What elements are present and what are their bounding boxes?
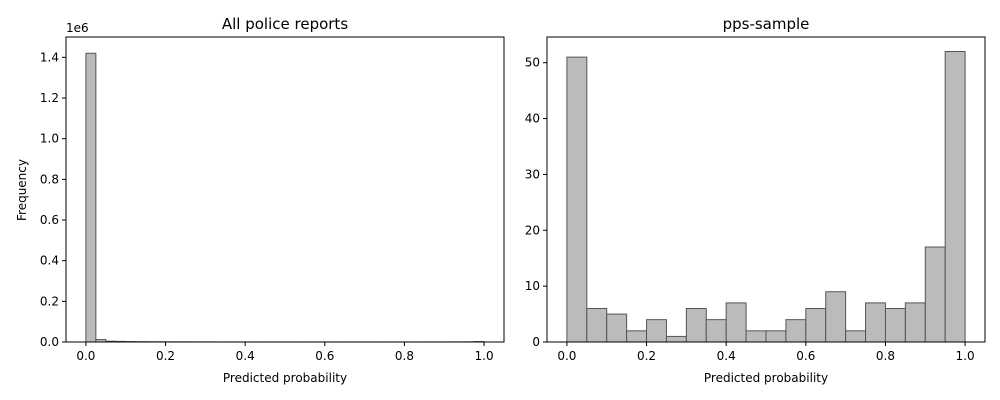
right-histogram-bar	[785, 319, 807, 343]
left-plot-frame	[65, 36, 505, 343]
right-bars	[566, 51, 966, 343]
left-x-axis-label: Predicted probability	[223, 371, 347, 385]
left-histogram-bar	[85, 52, 97, 343]
right-histogram-bar	[924, 246, 946, 343]
left-y-tick-label: 0.0	[40, 335, 59, 349]
left-y-tick-label: 0.6	[40, 213, 59, 227]
right-x-tick-label: 0.4	[717, 349, 736, 363]
right-histogram-bar	[745, 330, 767, 343]
right-histogram-bar	[586, 307, 608, 343]
left-y-axis-label: Frequency	[15, 159, 29, 221]
left-y-tick-label: 0.2	[40, 294, 59, 308]
left-x-tick-label: 0.8	[395, 349, 414, 363]
right-histogram-bar	[566, 56, 588, 343]
right-x-tick-label: 1.0	[956, 349, 975, 363]
right-histogram-bar	[725, 302, 747, 343]
right-histogram-bar	[665, 335, 687, 343]
right-x-tick-label: 0.0	[557, 349, 576, 363]
right-x-ticks: 0.0 0.2 0.4 0.6 0.8 1.0	[557, 342, 975, 363]
right-x-tick-label: 0.2	[637, 349, 656, 363]
left-bars	[85, 52, 485, 343]
left-y-tick-label: 1.2	[40, 91, 59, 105]
right-y-tick-label: 10	[525, 279, 540, 293]
right-histogram-bar	[765, 330, 787, 343]
right-y-tick-label: 40	[525, 112, 540, 126]
left-x-tick-label: 1.0	[475, 349, 494, 363]
right-histogram-bar	[626, 330, 648, 343]
right-y-tick-label: 0	[532, 335, 540, 349]
left-x-tick-label: 0.0	[76, 349, 95, 363]
right-histogram-bar	[865, 302, 886, 343]
right-histogram-panel: pps-sample 0 10 20 30 40 50 0.0 0.2 0.4 0.6 0.8 1.…	[525, 15, 986, 385]
right-histogram-bar	[805, 307, 827, 343]
right-plot-frame	[546, 36, 986, 343]
right-histogram-bar	[825, 291, 847, 343]
right-histogram-bar	[845, 330, 867, 343]
left-y-tick-label: 1.4	[40, 50, 59, 64]
left-x-tick-label: 0.4	[236, 349, 255, 363]
right-histogram-bar	[904, 302, 926, 343]
left-histogram-panel: All police reports 1e6 0.0 0.2 0.4 0.6 0.8 1.…	[15, 15, 505, 385]
right-histogram-bar	[646, 319, 667, 343]
right-plot-title: pps-sample	[723, 15, 810, 33]
left-y-tick-label: 0.8	[40, 172, 59, 186]
right-y-ticks: 0 10 20 30 40 50	[525, 56, 547, 349]
right-y-tick-label: 50	[525, 56, 540, 70]
right-x-axis-label: Predicted probability	[704, 371, 828, 385]
right-x-tick-label: 0.8	[876, 349, 895, 363]
right-histogram-bar	[685, 307, 707, 343]
right-y-tick-label: 20	[525, 223, 540, 237]
left-x-ticks: 0.0 0.2 0.4 0.6 0.8 1.0	[76, 342, 494, 363]
left-y-offset-label: 1e6	[66, 21, 89, 35]
right-histogram-bar	[705, 319, 727, 343]
right-histogram-bar	[884, 307, 906, 343]
right-x-tick-label: 0.6	[796, 349, 815, 363]
left-x-tick-label: 0.2	[156, 349, 175, 363]
left-plot-title: All police reports	[222, 15, 348, 33]
left-x-tick-label: 0.6	[315, 349, 334, 363]
right-histogram-bar	[944, 51, 966, 343]
left-y-tick-label: 1.0	[40, 132, 59, 146]
left-y-ticks: 0.0 0.2 0.4 0.6 0.8 1.0 1.2 1.4	[40, 50, 66, 349]
left-y-tick-label: 0.4	[40, 254, 59, 268]
right-histogram-bar	[606, 313, 628, 343]
right-y-tick-label: 30	[525, 167, 540, 181]
